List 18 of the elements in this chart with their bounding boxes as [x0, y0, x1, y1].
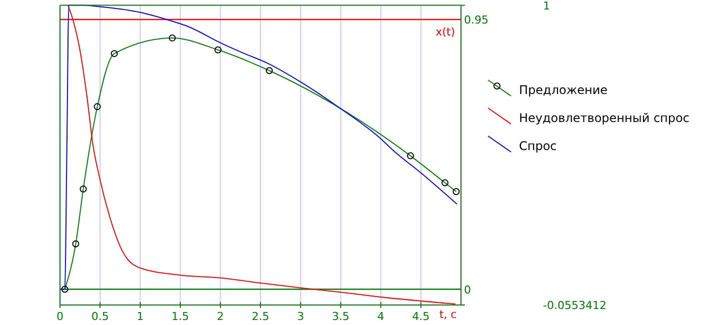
y2-tick-label: -0.0553412	[543, 299, 606, 312]
x-tick-label: 2.5	[252, 310, 270, 323]
x-tick-label: 2	[216, 310, 224, 323]
x-tick-label: 3.5	[332, 310, 350, 323]
x-tick-label: 1.5	[172, 310, 190, 323]
ref-line-label: x(t)	[436, 26, 455, 38]
legend-label: Предложение	[519, 83, 608, 97]
x-tick-label: 4	[377, 310, 384, 323]
legend-label: Неудовлетворенный спрос	[519, 111, 690, 125]
y-tick-label: 0.95	[464, 14, 488, 26]
legend-label: Спрос	[519, 139, 557, 153]
x-axis-title: t, c	[439, 308, 457, 321]
x-tick-label: 0	[56, 310, 64, 323]
y2-tick-label: 1	[543, 0, 550, 12]
x-tick-label: 0.5	[91, 310, 109, 323]
x-tick-label: 3	[297, 310, 304, 323]
x-tick-label: 1	[136, 310, 144, 323]
x-tick-label: 4.5	[412, 310, 430, 323]
